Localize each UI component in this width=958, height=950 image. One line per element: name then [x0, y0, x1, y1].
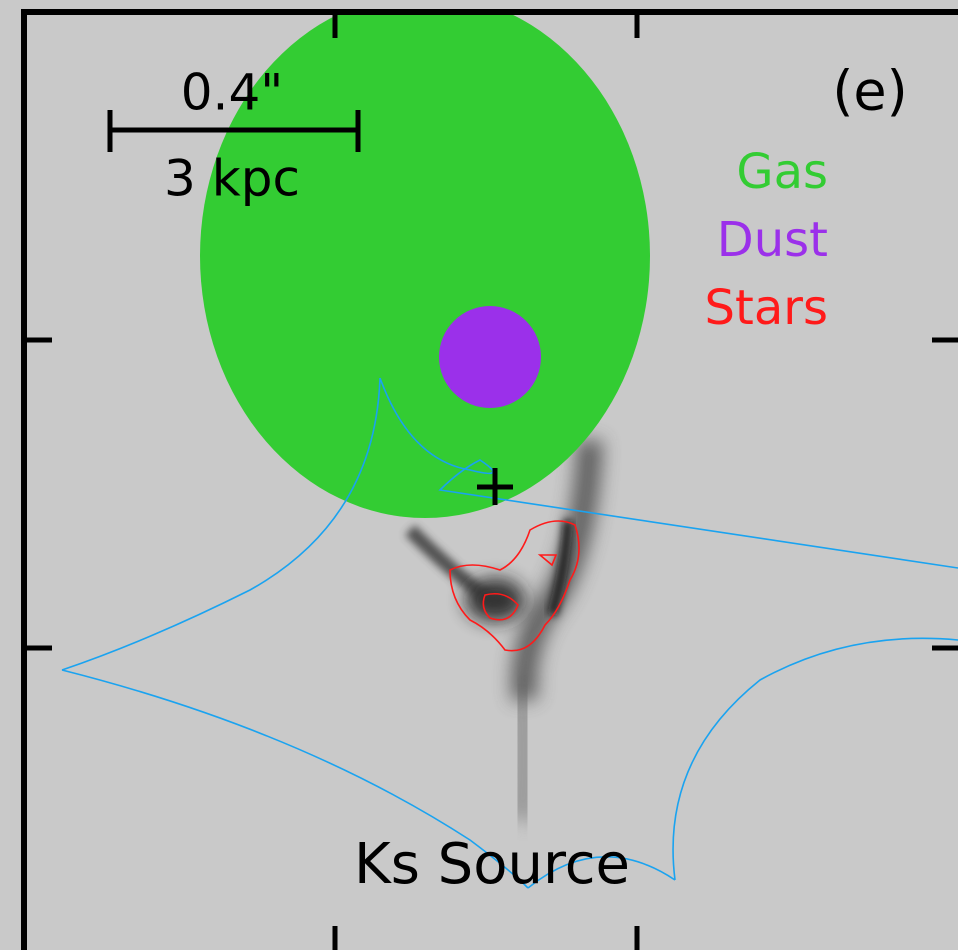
caption: Ks Source: [354, 832, 630, 897]
legend-entry: Dust: [717, 212, 828, 268]
scale-angular: 0.4": [181, 64, 284, 122]
panel-label: (e): [832, 60, 907, 123]
figure-panel: 0.4" 3 kpc (e) Gas Dust Stars Ks Source: [0, 0, 958, 950]
dust-region: [439, 306, 541, 408]
scale-physical: 3 kpc: [164, 150, 300, 208]
legend-entry: Gas: [736, 144, 828, 200]
legend-entry: Stars: [705, 280, 828, 336]
